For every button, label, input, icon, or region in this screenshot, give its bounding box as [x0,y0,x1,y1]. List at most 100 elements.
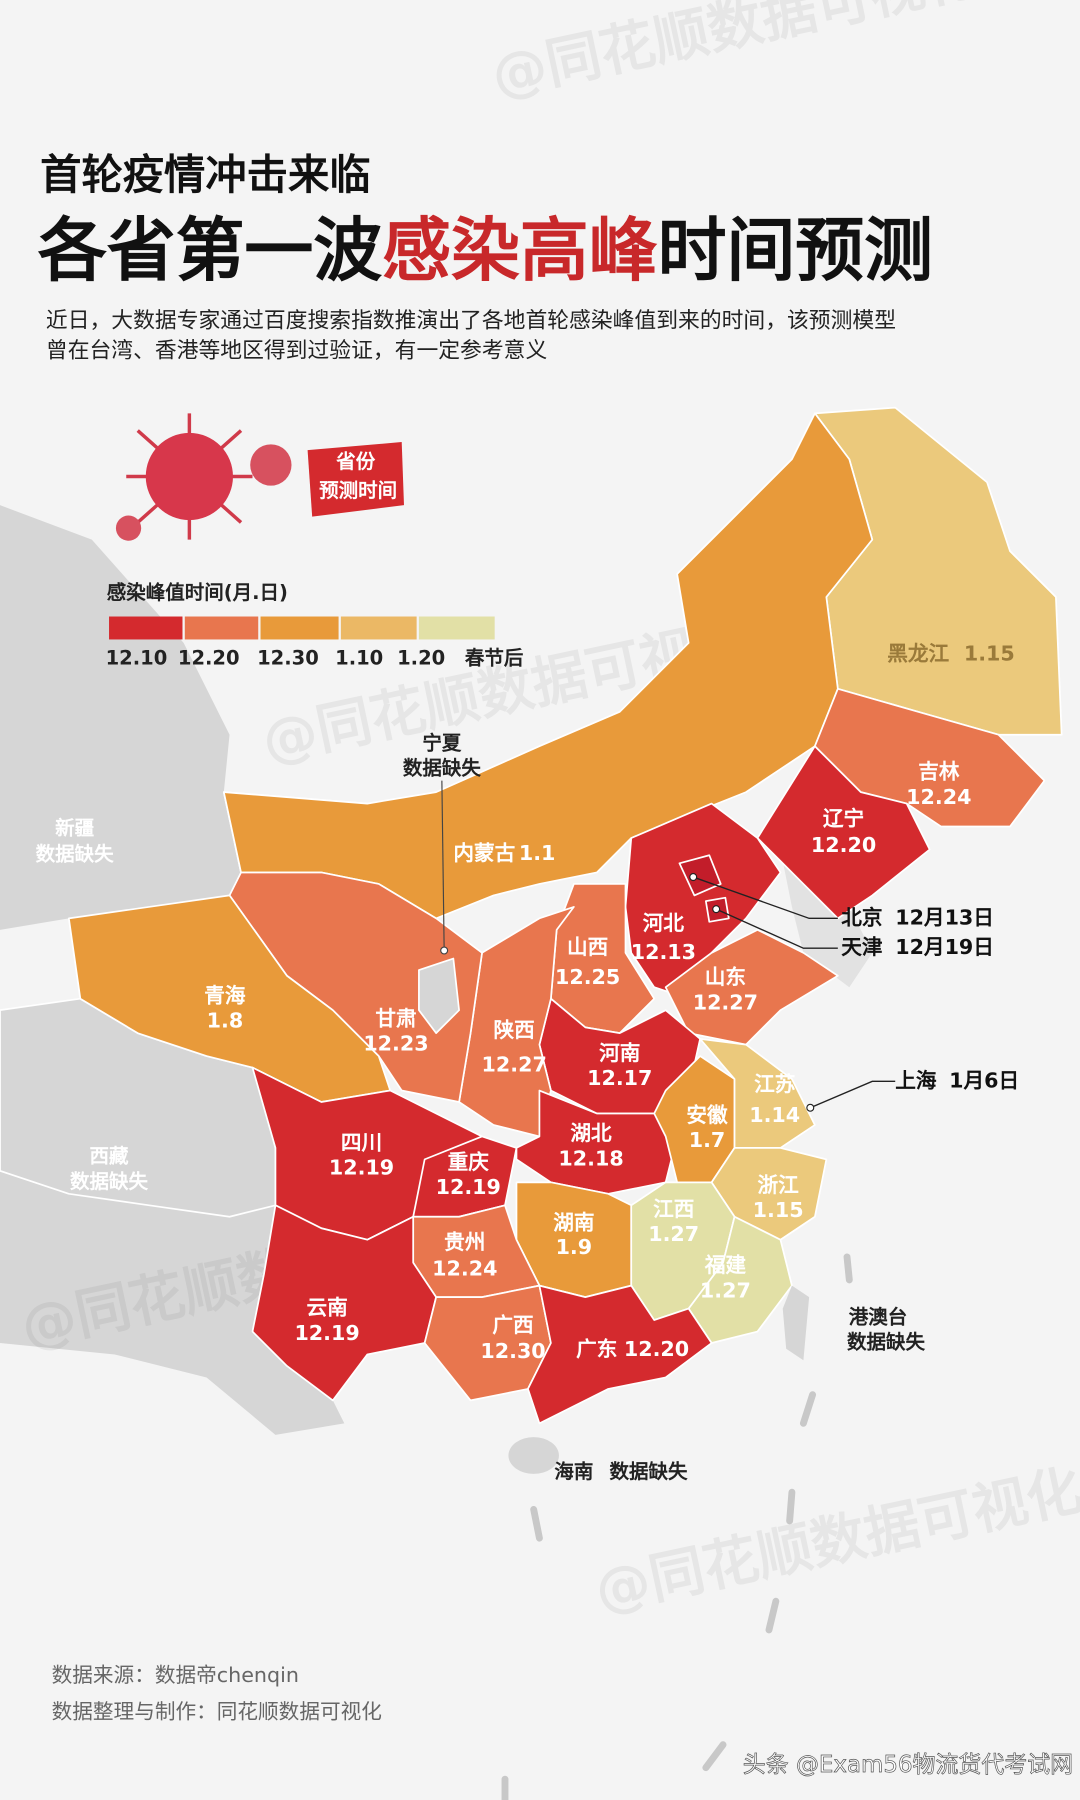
missing-name: 西藏 [90,1145,130,1168]
legend-swatch [340,616,417,640]
region-date: 12.24 [432,1257,497,1281]
intro-line: 近日，大数据专家通过百度搜索指数推演出了各地首轮感染峰值到来的时间，该预测模型 [46,309,896,334]
missing-note: 数据缺失 [36,843,115,866]
region-date: 12.20 [811,833,876,857]
callout-name: 天津 [841,935,883,959]
missing-note: 数据缺失 [70,1170,149,1193]
title-highlight: 感染高峰 [382,211,658,291]
region-name: 吉林 [918,760,960,784]
missing-name: 宁夏 [422,731,462,754]
region-name: 甘肃 [375,1006,416,1030]
legend-swatch [418,616,495,640]
badge-text: 预测时间 [319,479,397,502]
region-name: 黑龙江 [887,641,949,665]
region-date: 12.30 [480,1339,545,1363]
legend-title: 感染峰值时间(月.日) [107,581,288,604]
region-date: 12.19 [329,1156,394,1180]
region-name: 广东 [576,1337,617,1361]
region-name: 青海 [204,983,246,1007]
legend-swatch [260,616,339,640]
province-hainan [508,1437,559,1474]
region-name: 山西 [567,935,608,959]
region-date: 12.20 [624,1337,689,1361]
region-date: 1.1 [519,841,556,865]
legend-label: 12.30 [257,646,319,669]
legend-label: 1.10 [335,646,383,669]
province-ningxia [418,957,460,1034]
region-name: 江苏 [754,1072,796,1096]
region-date: 1.9 [556,1235,593,1259]
province-jiangsu [699,1038,816,1149]
neighbour-land [0,1170,345,1435]
intro-line: 曾在台湾、香港等地区得到过验证，有一定参考意义 [46,338,547,363]
region-date: 12.27 [693,990,758,1014]
province-beijing [678,854,722,897]
region-name: 重庆 [448,1150,490,1174]
badge: 省份 预测时间 [307,442,404,517]
boundary-dashes [501,1253,853,1800]
footer-source: 数据来源：数据帝chenqin [52,1663,299,1687]
region-date: 1.7 [689,1128,726,1152]
region-date: 1.8 [207,1009,244,1033]
badge-text: 省份 [335,450,376,473]
legend-label: 12.10 [106,646,168,669]
region-name: 河北 [643,911,685,935]
callout-date: 1月6日 [949,1068,1019,1092]
region-date: 1.27 [648,1222,699,1246]
region-name: 内蒙古 [453,841,515,865]
region-date: 1.15 [964,641,1015,665]
region-date: 12.17 [587,1066,652,1090]
region-name: 广西 [492,1313,533,1337]
legend-label: 12.20 [178,646,240,669]
legend-swatches [109,616,495,640]
region-date: 12.18 [558,1146,623,1170]
region-name: 河南 [599,1041,640,1065]
missing-note: 数据缺失 [609,1460,688,1483]
platform-watermark: 头条 @Exam56物流货代考试网 [743,1752,1073,1778]
region-date: 12.23 [363,1032,428,1056]
region-date: 12.27 [482,1052,547,1076]
province-guangdong [527,1284,713,1425]
kicker: 首轮疫情冲击来临 [40,151,370,199]
missing-note: 数据缺失 [403,757,482,780]
region-date: 12.19 [436,1175,501,1199]
missing-name: 新疆 [55,816,95,839]
neighbour-land [0,505,242,930]
callout-name: 上海 [895,1068,937,1092]
legend-label: 春节后 [465,646,524,669]
callout-date: 12月13日 [895,905,994,929]
leader-line [441,780,445,951]
region-name: 辽宁 [823,807,864,831]
region-name: 湖南 [553,1211,594,1235]
legend-label: 1.20 [397,646,445,669]
region-name: 湖北 [570,1121,612,1145]
region-name: 云南 [306,1296,347,1320]
region-name: 安徽 [686,1103,728,1127]
province-shandong [664,928,839,1046]
virus-icon [115,413,292,541]
callout-date: 12月19日 [895,935,994,959]
callout-dot [712,905,721,914]
region-date: 12.19 [294,1321,359,1345]
callout-dot [806,1103,815,1112]
province-map [0,406,1063,1474]
title-part: 各省第一波 [38,211,382,291]
region-name: 江西 [653,1197,694,1221]
region-date: 12.24 [906,785,971,809]
region-name: 浙江 [758,1173,800,1197]
region-name: 贵州 [444,1230,485,1254]
region-date: 1.14 [749,1103,800,1127]
province-liaoning [756,745,931,920]
region-date: 1.15 [753,1198,804,1222]
legend-swatch [184,616,259,640]
province-inner-mongolia [222,412,874,920]
missing-name: 港澳台 [849,1305,908,1328]
callout-lines [692,876,896,1109]
footer-producer: 数据整理与制作：同花顺数据可视化 [52,1700,382,1724]
region-name: 四川 [341,1130,382,1154]
province-taiwan [782,1285,810,1361]
leader-dot [440,946,449,955]
